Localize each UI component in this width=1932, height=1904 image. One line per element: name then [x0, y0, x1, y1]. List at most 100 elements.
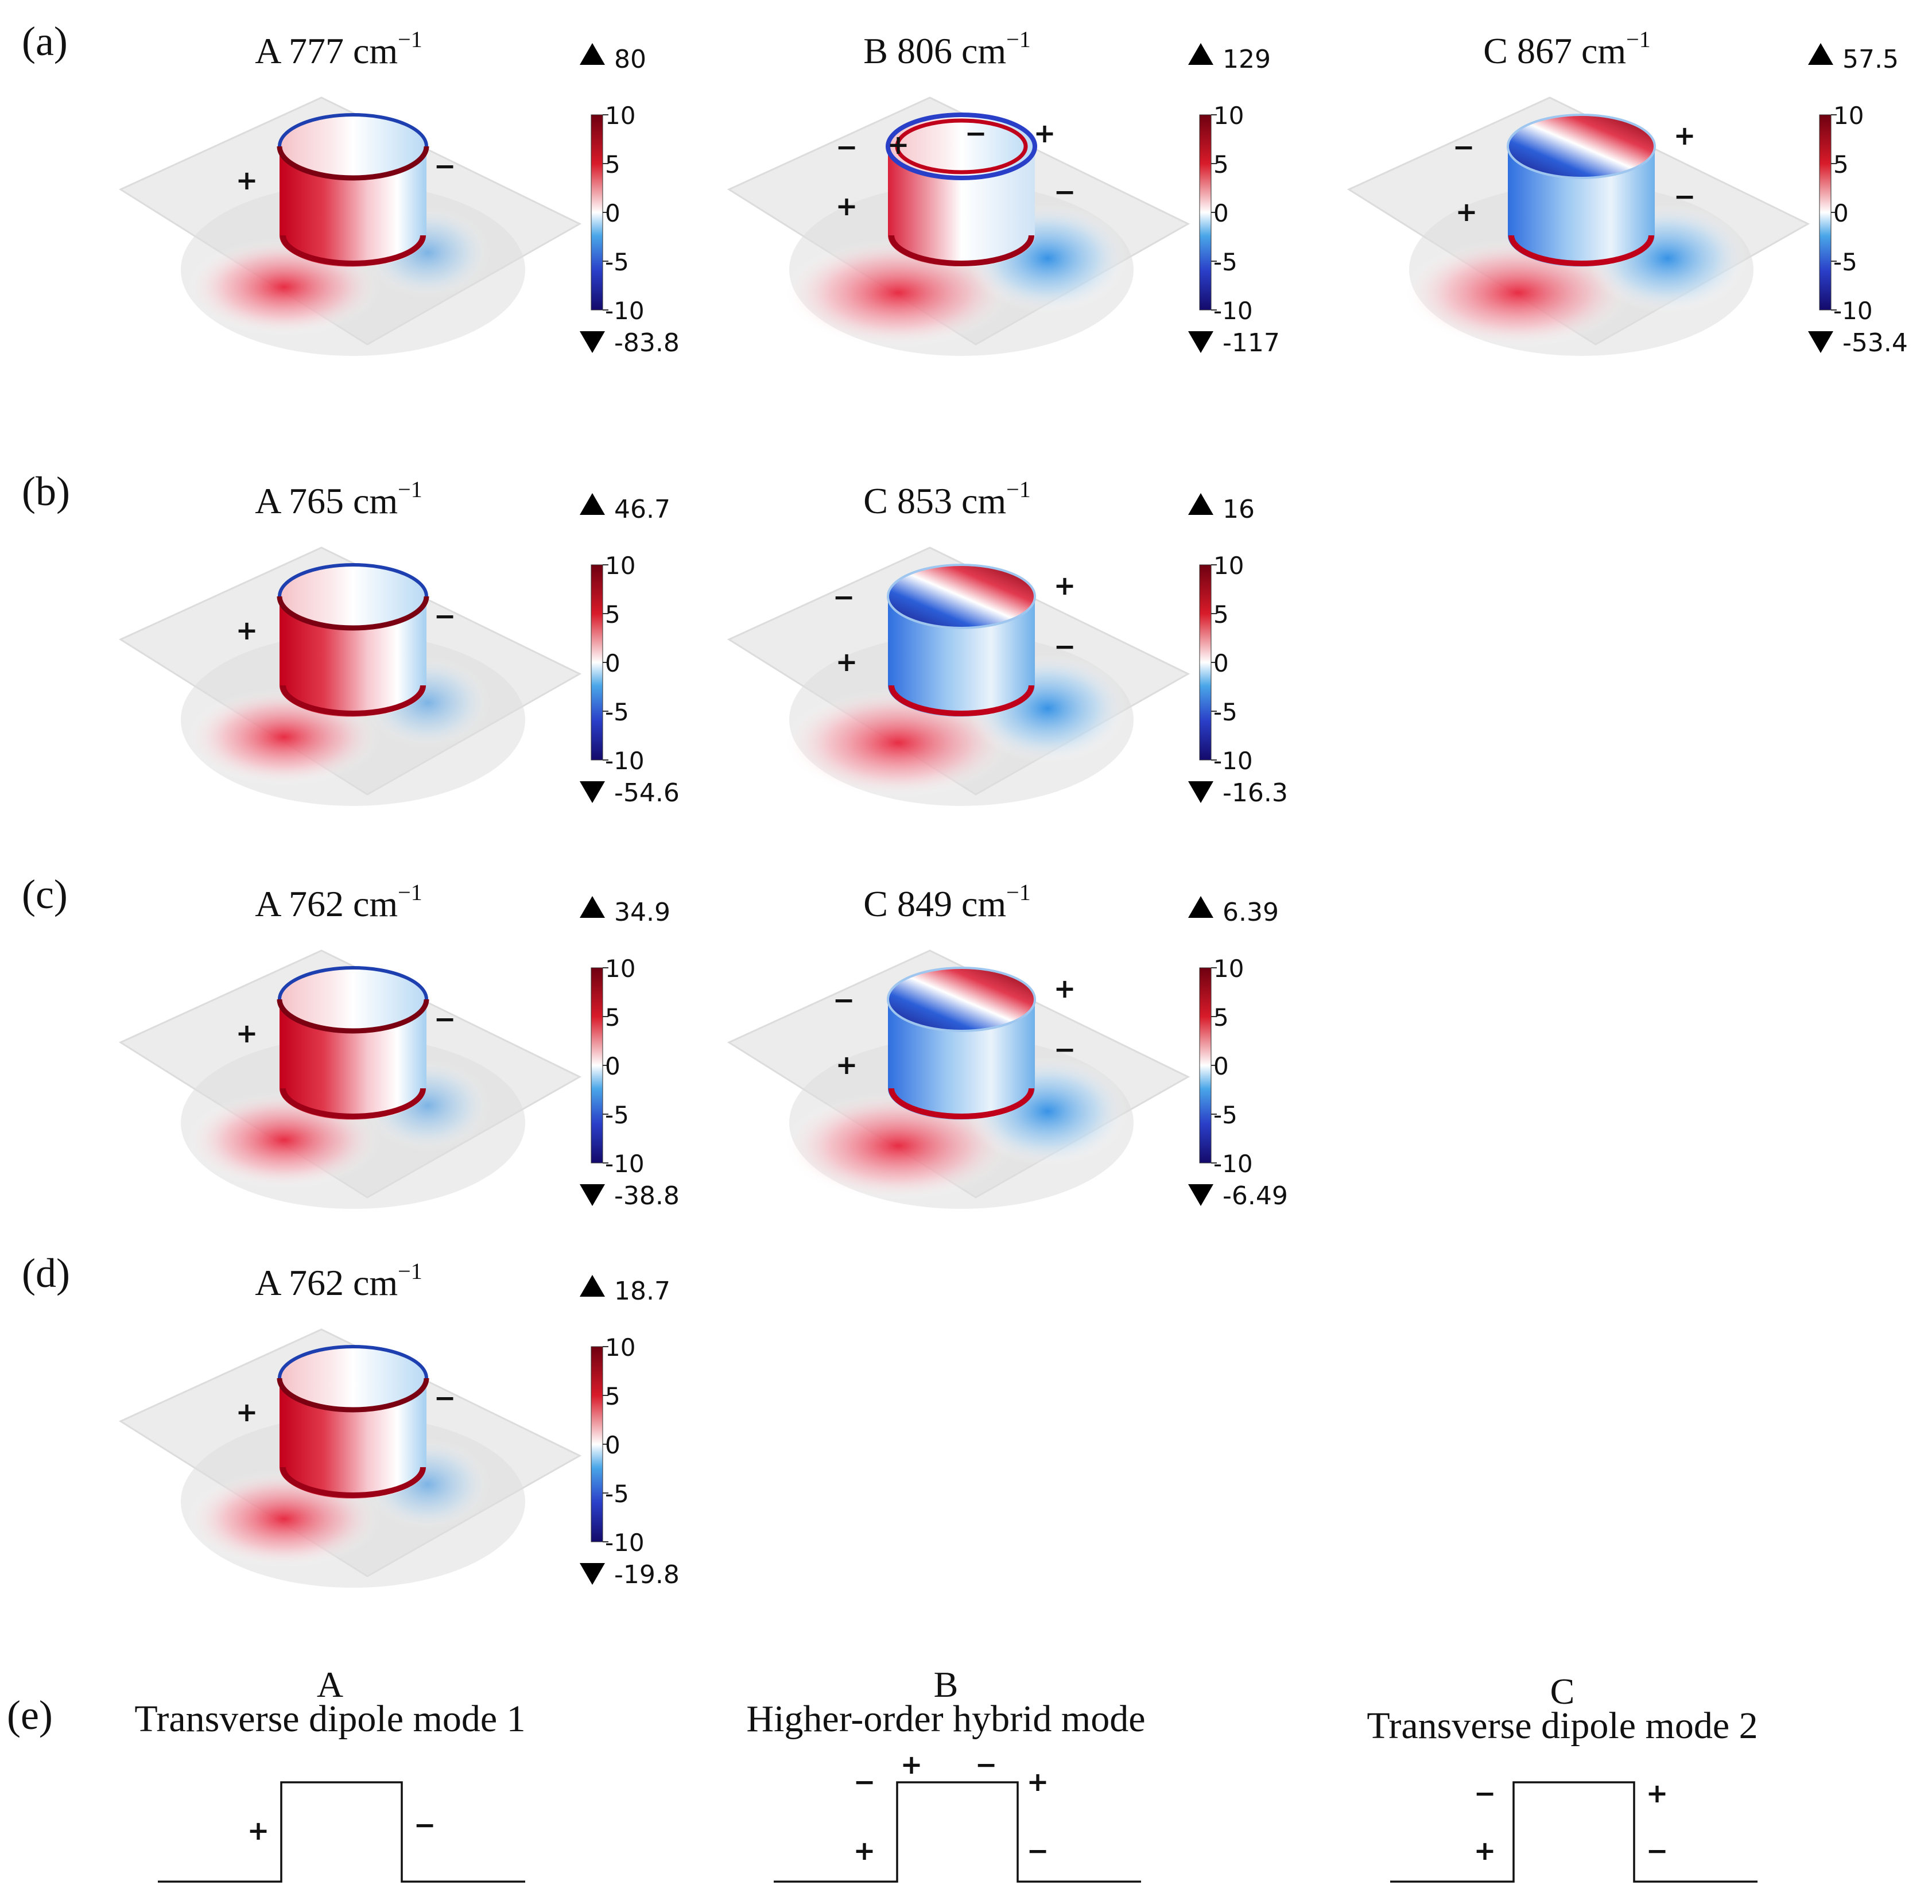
- wavenumber: 806: [897, 30, 952, 71]
- colorbar-tick-label: 5: [605, 600, 620, 629]
- cylinder-side: [888, 146, 1035, 267]
- charge-sign: −: [434, 1382, 456, 1413]
- cylinder-inner-ring: [895, 118, 1028, 174]
- colorbar-tick-label: 0: [1213, 649, 1229, 677]
- colorbar-tick-label: 0: [1213, 199, 1229, 227]
- max-marker-icon: [1188, 896, 1213, 918]
- colorbar-tick-label: 10: [605, 955, 635, 983]
- charge-sign: −: [434, 600, 456, 631]
- charge-sign: +: [236, 1018, 258, 1049]
- charge-sign: +: [236, 615, 258, 646]
- colorbar-tick-label: 10: [1833, 102, 1864, 130]
- max-marker-icon: [580, 896, 605, 918]
- max-marker-icon: [580, 493, 605, 515]
- min-marker-icon: [1188, 331, 1213, 353]
- cylinder-side: [280, 146, 426, 267]
- unit-exponent: −1: [398, 879, 422, 905]
- schematic-title: Transverse dipole mode 2: [1367, 1705, 1758, 1747]
- colorbar: [1199, 564, 1212, 761]
- charge-sign: +: [236, 165, 258, 196]
- colorbar-min: -117: [1223, 328, 1280, 358]
- cylinder-top-rim-back: [278, 966, 428, 1000]
- colorbar-tick-label: -10: [1213, 747, 1253, 775]
- cylinder-top: [280, 1347, 426, 1410]
- charge-sign: +: [1646, 1778, 1669, 1809]
- unit: cm: [353, 480, 398, 521]
- cylinder-top: [888, 565, 1035, 628]
- charge-sign: +: [887, 129, 910, 160]
- charge-sign: +: [836, 646, 858, 677]
- charge-sign: +: [901, 1749, 923, 1780]
- min-marker-icon: [580, 331, 605, 353]
- colorbar-tick-label: 10: [1213, 102, 1244, 130]
- cylinder-bottom-rim: [889, 685, 1034, 716]
- charge-sign: −: [975, 1749, 998, 1780]
- colorbar-max: 18.7: [614, 1277, 670, 1306]
- mode-letter: A: [255, 30, 281, 71]
- unit: cm: [353, 30, 398, 71]
- colorbar-tick-label: -5: [605, 698, 629, 726]
- row-label: (d): [22, 1250, 70, 1296]
- panel-title: A 762 cm−1: [255, 879, 422, 924]
- unit-exponent: −1: [398, 1258, 422, 1284]
- min-marker-icon: [1808, 331, 1833, 353]
- colorbar: [591, 1346, 603, 1542]
- colorbar-tick-label: 0: [605, 1431, 620, 1459]
- cylinder-top-rim-front: [277, 596, 429, 631]
- colorbar-tick-label: -5: [605, 1101, 629, 1129]
- cylinder-side: [280, 1378, 426, 1499]
- charge-sign: −: [434, 1003, 456, 1034]
- colorbar-max: 34.9: [614, 898, 670, 927]
- colorbar-tick-label: 0: [1213, 1052, 1229, 1080]
- row-label: (a): [22, 18, 68, 64]
- cylinder-side: [888, 596, 1035, 717]
- mode-letter: B: [863, 30, 888, 71]
- charge-sign: −: [833, 984, 855, 1015]
- panel-title: B 806 cm−1: [863, 26, 1030, 71]
- field-panel: A 777 cm−1 + − 80 10 5 0 -5 -10 -83.8: [118, 26, 680, 358]
- schematic-letter: B: [934, 1664, 959, 1705]
- colorbar-tick-label: -10: [1213, 1150, 1253, 1178]
- colorbar-tick-label: 10: [1213, 955, 1244, 983]
- schematic-title: Higher-order hybrid mode: [746, 1698, 1145, 1740]
- unit: cm: [1581, 30, 1626, 71]
- cylinder-top-rim-front: [277, 999, 429, 1034]
- colorbar-min: -19.8: [614, 1560, 680, 1589]
- step-profile: [158, 1781, 525, 1883]
- charge-sign: +: [836, 1049, 858, 1080]
- mode-letter: C: [863, 480, 888, 521]
- colorbar-tick-label: 5: [605, 1382, 620, 1410]
- colorbar-tick-label: 0: [605, 649, 620, 677]
- colorbar-tick-label: -5: [605, 248, 629, 276]
- colorbar-min: -53.4: [1842, 328, 1908, 358]
- field-panel: C 853 cm−1 − + + − 16 10 5 0 -5 -10 -16.3: [727, 476, 1288, 808]
- charge-sign: −: [1674, 181, 1696, 212]
- charge-sign: +: [1674, 120, 1696, 151]
- cylinder-bottom-rim: [280, 1088, 426, 1119]
- cylinder-top-rim-back: [278, 113, 428, 147]
- colorbar-max: 57.5: [1842, 45, 1899, 74]
- charge-sign: −: [965, 118, 987, 149]
- step-profile: [774, 1781, 1141, 1883]
- colorbar-tick-label: 5: [605, 1003, 620, 1032]
- colorbar-tick-label: -10: [605, 297, 645, 325]
- min-marker-icon: [580, 1184, 605, 1206]
- charge-sign: −: [1027, 1835, 1049, 1866]
- charge-sign: −: [1453, 131, 1475, 162]
- colorbar: [591, 967, 603, 1164]
- mode-letter: C: [863, 883, 888, 924]
- cylinder-side: [888, 999, 1035, 1120]
- cylinder-top: [888, 115, 1035, 178]
- field-panel: A 762 cm−1 + − 34.9 10 5 0 -5 -10 -38.8: [118, 879, 680, 1211]
- colorbar-tick-label: -10: [605, 1529, 645, 1557]
- colorbar-tick-label: -5: [1213, 1101, 1237, 1129]
- unit: cm: [353, 883, 398, 924]
- unit-exponent: −1: [1006, 879, 1031, 905]
- mode-letter: A: [255, 480, 281, 521]
- colorbar-min: -38.8: [614, 1181, 680, 1211]
- panel-title: A 765 cm−1: [255, 476, 422, 521]
